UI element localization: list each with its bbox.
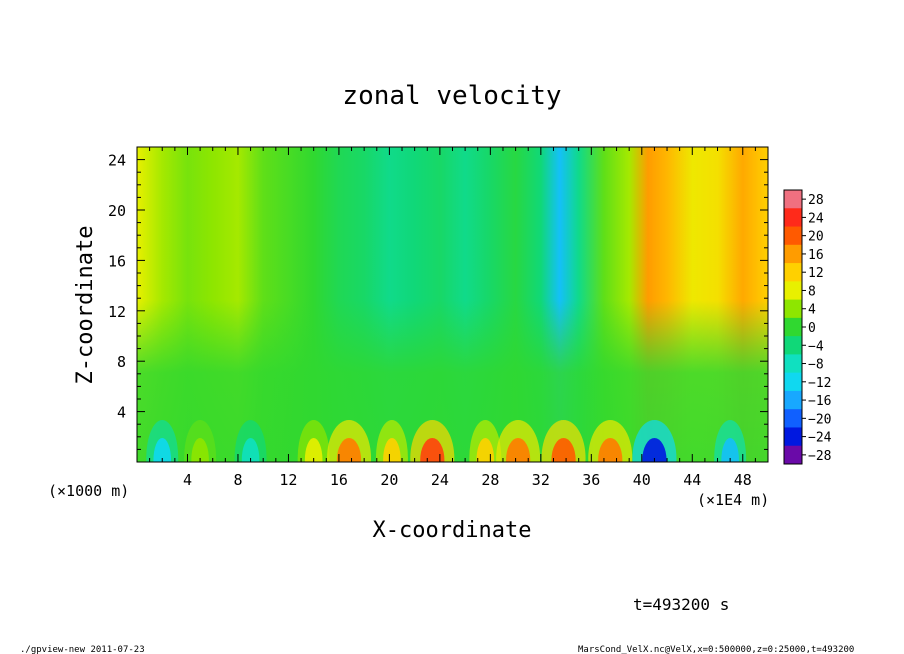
peak-core xyxy=(420,438,445,462)
colorbar-swatch xyxy=(784,390,802,410)
colorbar-swatch xyxy=(784,354,802,374)
colorbar-label: −12 xyxy=(808,376,831,391)
colorbar-swatch xyxy=(784,226,802,246)
x-tick-label: 4 xyxy=(183,471,192,489)
peak-core xyxy=(191,438,209,462)
x-tick-label: 44 xyxy=(683,471,701,489)
colorbar-swatch xyxy=(784,263,802,282)
x-tick-label: 48 xyxy=(734,471,752,489)
x-tick-label: 20 xyxy=(380,471,398,489)
x-tick-label: 40 xyxy=(633,471,651,489)
colorbar-label: −24 xyxy=(808,431,832,446)
x-tick-label: 8 xyxy=(233,471,242,489)
colorbar-label: −16 xyxy=(808,394,831,409)
peak-core xyxy=(304,438,323,462)
colorbar-label: 24 xyxy=(808,211,824,226)
colorbar-swatch xyxy=(784,427,802,447)
x-tick-label: 32 xyxy=(532,471,550,489)
footer-source: MarsCond_VelX.nc@VelX,x=0:500000,z=0:250… xyxy=(578,645,854,654)
colorbar-label: −20 xyxy=(808,412,831,427)
colorbar-swatch xyxy=(784,299,802,319)
colorbar-swatch xyxy=(784,190,802,209)
peak-core xyxy=(241,438,260,462)
colorbar-label: 28 xyxy=(808,193,824,208)
x-axis-title: X-coordinate xyxy=(373,518,532,543)
colorbar-label: −4 xyxy=(808,339,824,354)
colorbar-label: −8 xyxy=(808,358,824,373)
field-lower-blend xyxy=(137,300,768,462)
y-tick-label: 4 xyxy=(117,404,126,422)
y-tick-label: 20 xyxy=(108,202,126,220)
colorbar-swatch xyxy=(784,281,802,301)
y-tick-label: 24 xyxy=(108,152,126,170)
colorbar-swatch xyxy=(784,208,802,228)
chart-title: zonal velocity xyxy=(342,81,561,111)
colorbar-label: 16 xyxy=(808,248,824,263)
peak-core xyxy=(476,438,495,462)
colorbar-label: 20 xyxy=(808,230,824,245)
x-axis: 4 8 12 16 20 24 28 32 36 40 44 48 xyxy=(149,147,756,489)
y-tick-label: 16 xyxy=(108,252,126,270)
y-unit-label: (×1000 m) xyxy=(48,482,129,500)
colorbar-swatch xyxy=(784,336,802,355)
colorbar-label: 8 xyxy=(808,284,816,299)
x-tick-label: 12 xyxy=(279,471,297,489)
colorbar-label: −28 xyxy=(808,449,831,464)
x-tick-label: 36 xyxy=(582,471,600,489)
colorbar-swatch xyxy=(784,244,802,264)
colorbar-label: 0 xyxy=(808,321,816,336)
colorbar-swatch xyxy=(784,445,802,465)
peak-core xyxy=(551,438,576,462)
x-tick-label: 16 xyxy=(330,471,348,489)
colorbar: 28 24 20 16 12 8 4 0 −4 −8 −12 −16 −20 −24 −28 xyxy=(783,189,832,465)
colorbar-swatch xyxy=(784,372,802,392)
y-tick-label: 12 xyxy=(108,303,126,321)
near-surface-peaks xyxy=(146,420,747,462)
peak-core xyxy=(721,438,739,462)
x-unit-label: (×1E4 m) xyxy=(697,491,769,509)
peak-core xyxy=(642,438,667,462)
footer-program: ./gpview-new 2011-07-23 xyxy=(20,645,145,654)
y-axis: 4 8 12 16 20 24 xyxy=(108,152,768,450)
x-tick-label: 28 xyxy=(481,471,499,489)
peak-core xyxy=(598,438,623,462)
colorbar-swatch xyxy=(784,409,802,428)
peak-core xyxy=(506,438,531,462)
peak-core xyxy=(153,438,172,462)
colorbar-label: 4 xyxy=(808,303,816,318)
y-tick-label: 8 xyxy=(117,353,126,371)
colorbar-label: 12 xyxy=(808,266,824,281)
time-label: t=493200 s xyxy=(633,595,729,614)
colorbar-swatch xyxy=(784,317,802,337)
peak-core xyxy=(383,438,401,462)
plot-area xyxy=(137,147,768,462)
peak-core xyxy=(336,438,362,462)
y-axis-title: Z-coordinate xyxy=(73,226,98,385)
x-tick-label: 24 xyxy=(431,471,449,489)
